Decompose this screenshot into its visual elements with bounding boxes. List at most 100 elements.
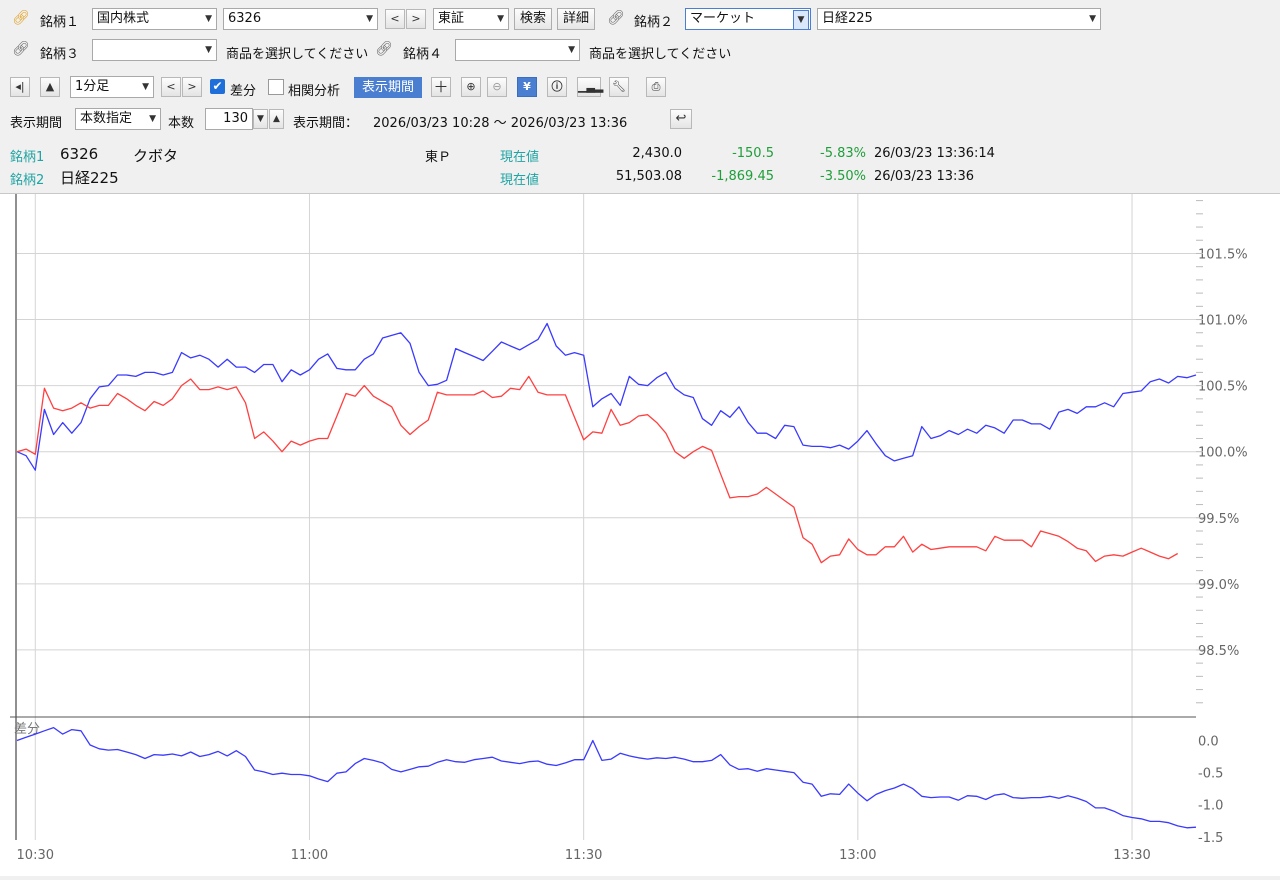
symbol2-select[interactable]: 日経225 ▼ bbox=[817, 8, 1101, 30]
y-tick-label: 99.0% bbox=[1198, 578, 1239, 593]
code-input-value: 6326 bbox=[228, 11, 262, 26]
quote-pct: -5.83% bbox=[820, 146, 866, 161]
quote-pct: -3.50% bbox=[820, 169, 866, 184]
range-label: 表示期間： bbox=[293, 116, 359, 131]
x-tick-label: 13:00 bbox=[839, 848, 876, 863]
quote-type: 現在値 bbox=[500, 150, 540, 165]
info-icon[interactable]: ⓘ bbox=[547, 77, 567, 97]
interval-select[interactable]: 1分足 ▼ bbox=[70, 76, 154, 98]
chevron-down-icon: ▼ bbox=[497, 14, 504, 24]
area-chart-icon[interactable]: ▁▃▂ bbox=[577, 77, 603, 97]
correlation-checkbox[interactable] bbox=[268, 79, 284, 95]
comparison-chart[interactable]: 101.5% 101.0% 100.5% 100.0% 99.5% 99.0% 98.5% 1… bbox=[0, 194, 1280, 876]
chevron-down-icon: ▼ bbox=[142, 82, 149, 92]
diff-checkbox[interactable]: ✔ bbox=[210, 79, 225, 94]
quote-price: 2,430.0 bbox=[632, 146, 682, 161]
chevron-down-icon: ▼ bbox=[793, 10, 809, 30]
x-tick-label: 11:00 bbox=[291, 848, 328, 863]
quote-time: 26/03/23 13:36 bbox=[874, 169, 974, 184]
symbol4-select[interactable]: ▼ bbox=[455, 39, 580, 61]
link-icon[interactable]: 🔗︎ bbox=[12, 10, 30, 26]
search-button[interactable]: 検索 bbox=[514, 8, 552, 30]
y-tick-label: 101.0% bbox=[1198, 314, 1248, 329]
symbol4-hint: 商品を選択してください bbox=[589, 47, 732, 62]
symbol3-hint: 商品を選択してください bbox=[226, 47, 369, 62]
quote-tag: 銘柄1 bbox=[10, 150, 45, 165]
x-tick-label: 13:30 bbox=[1113, 848, 1150, 863]
link-icon[interactable]: 🔗︎ bbox=[607, 10, 625, 26]
wrench-icon[interactable]: 🔧︎ bbox=[609, 77, 629, 97]
quote-name: 日経225 bbox=[60, 169, 119, 187]
symbol2-category-select[interactable]: マーケット ▼ bbox=[685, 8, 811, 30]
symbol2-label: 銘柄２ bbox=[634, 15, 674, 30]
series-line-symbol1 bbox=[16, 322, 1197, 471]
symbol2-category-value: マーケット bbox=[690, 11, 756, 26]
quote-exchange: 東Ｐ bbox=[425, 150, 452, 165]
crosshair-icon[interactable]: ＋ bbox=[431, 77, 451, 97]
count-value: 130 bbox=[223, 111, 248, 126]
scroll-start-icon[interactable]: ◂| bbox=[10, 77, 30, 97]
code-input[interactable]: 6326 ▼ bbox=[223, 8, 378, 30]
chevron-down-icon: ▼ bbox=[149, 114, 156, 124]
diff-y-tick-label: -0.5 bbox=[1198, 767, 1223, 782]
prev-interval-button[interactable]: < bbox=[161, 77, 181, 97]
chart-area[interactable]: 101.5% 101.0% 100.5% 100.0% 99.5% 99.0% 98.5% 1… bbox=[0, 193, 1280, 876]
return-icon[interactable]: ↩ bbox=[670, 109, 692, 129]
symbol3-select[interactable]: ▼ bbox=[92, 39, 217, 61]
exchange-select[interactable]: 東証 ▼ bbox=[433, 8, 509, 30]
correlation-label: 相関分析 bbox=[288, 84, 341, 99]
count-down-icon[interactable]: ▼ bbox=[253, 109, 268, 129]
link-icon[interactable]: 🔗︎ bbox=[12, 41, 30, 57]
y-tick-label: 101.5% bbox=[1198, 247, 1248, 262]
quote-name: クボタ bbox=[133, 147, 179, 165]
chevron-down-icon: ▼ bbox=[205, 14, 212, 24]
eject-icon[interactable]: ▲ bbox=[40, 77, 60, 97]
quote-price: 51,503.08 bbox=[615, 169, 682, 184]
print-icon[interactable]: ⎙ bbox=[646, 77, 666, 97]
period-mode-value: 本数指定 bbox=[80, 111, 133, 126]
y-tick-label: 99.5% bbox=[1198, 512, 1239, 527]
diff-y-tick-label: -1.5 bbox=[1198, 831, 1223, 846]
diff-label: 差分 bbox=[230, 84, 257, 99]
y-tick-label: 98.5% bbox=[1198, 644, 1239, 659]
x-tick-label: 11:30 bbox=[565, 848, 602, 863]
market-select-value: 国内株式 bbox=[97, 11, 150, 26]
chevron-down-icon: ▼ bbox=[568, 45, 575, 55]
interval-select-value: 1分足 bbox=[75, 79, 110, 94]
yen-icon[interactable]: ¥ bbox=[517, 77, 537, 97]
quote-change: -1,869.45 bbox=[711, 169, 774, 184]
y-tick-label: 100.5% bbox=[1198, 380, 1248, 395]
detail-button[interactable]: 詳細 bbox=[557, 8, 595, 30]
count-label: 本数 bbox=[168, 116, 195, 131]
period-button[interactable]: 表示期間 bbox=[354, 77, 422, 98]
count-up-icon[interactable]: ▲ bbox=[269, 109, 284, 129]
range-value: 2026/03/23 10:28 ～ 2026/03/23 13:36 bbox=[373, 116, 628, 131]
zoom-out-icon[interactable]: ⊖ bbox=[487, 77, 507, 97]
period-label: 表示期間 bbox=[10, 116, 63, 131]
symbol4-label: 銘柄４ bbox=[403, 47, 443, 62]
zoom-in-icon[interactable]: ⊕ bbox=[461, 77, 481, 97]
diff-y-tick-label: -1.0 bbox=[1198, 799, 1223, 814]
y-tick-label: 100.0% bbox=[1198, 446, 1248, 461]
quote-code: 6326 bbox=[60, 145, 99, 163]
quote-time: 26/03/23 13:36:14 bbox=[874, 146, 995, 161]
chevron-down-icon: ▼ bbox=[205, 45, 212, 55]
market-select[interactable]: 国内株式 ▼ bbox=[92, 8, 217, 30]
next-symbol-button[interactable]: > bbox=[406, 9, 426, 29]
diff-pane-label: 差分 bbox=[14, 722, 40, 737]
series-line-symbol2 bbox=[16, 375, 1179, 564]
period-mode-select[interactable]: 本数指定 ▼ bbox=[75, 108, 161, 130]
next-interval-button[interactable]: > bbox=[182, 77, 202, 97]
diff-series-line bbox=[16, 726, 1197, 829]
symbol1-label: 銘柄１ bbox=[40, 15, 80, 30]
count-input[interactable]: 130 bbox=[205, 108, 253, 130]
exchange-select-value: 東証 bbox=[438, 11, 465, 26]
diff-y-tick-label: 0.0 bbox=[1198, 734, 1219, 749]
quote-type: 現在値 bbox=[500, 173, 540, 188]
chevron-down-icon: ▼ bbox=[366, 14, 373, 24]
symbol2-value: 日経225 bbox=[822, 11, 873, 26]
prev-symbol-button[interactable]: < bbox=[385, 9, 405, 29]
link-icon[interactable]: 🔗︎ bbox=[375, 41, 393, 57]
quote-tag: 銘柄2 bbox=[10, 173, 45, 188]
chevron-down-icon: ▼ bbox=[1089, 14, 1096, 24]
